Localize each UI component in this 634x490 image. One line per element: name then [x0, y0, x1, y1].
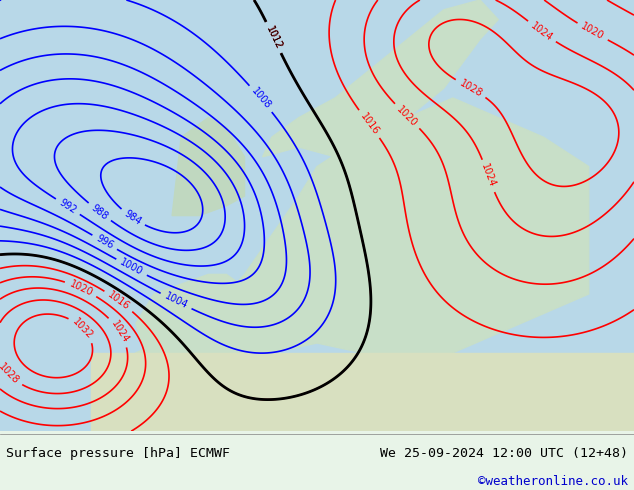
Text: 996: 996 — [94, 233, 115, 251]
Text: 1024: 1024 — [109, 318, 131, 345]
Polygon shape — [118, 98, 589, 392]
Text: 1020: 1020 — [395, 104, 419, 128]
Text: 1008: 1008 — [249, 86, 273, 111]
Text: 988: 988 — [89, 202, 110, 221]
Text: 1004: 1004 — [163, 291, 189, 311]
Text: ©weatheronline.co.uk: ©weatheronline.co.uk — [477, 475, 628, 488]
Text: 1016: 1016 — [106, 290, 132, 312]
Polygon shape — [91, 353, 634, 431]
Text: 984: 984 — [122, 208, 143, 227]
Polygon shape — [262, 0, 498, 157]
Text: Surface pressure [hPa] ECMWF: Surface pressure [hPa] ECMWF — [6, 447, 230, 460]
Text: 1032: 1032 — [70, 316, 95, 341]
Text: 992: 992 — [57, 197, 79, 216]
Polygon shape — [136, 274, 262, 363]
Text: 1000: 1000 — [119, 257, 145, 277]
Text: We 25-09-2024 12:00 UTC (12+48): We 25-09-2024 12:00 UTC (12+48) — [380, 447, 628, 460]
Text: 1012: 1012 — [264, 24, 283, 51]
Text: 1028: 1028 — [0, 362, 21, 387]
Text: 1020: 1020 — [579, 22, 605, 42]
Text: 1028: 1028 — [458, 78, 484, 99]
Polygon shape — [0, 0, 634, 431]
Text: 1024: 1024 — [529, 21, 555, 43]
Text: 1024: 1024 — [479, 163, 497, 189]
Text: 1016: 1016 — [358, 111, 380, 137]
Text: 1012: 1012 — [264, 24, 283, 51]
Polygon shape — [172, 118, 245, 216]
Text: 1020: 1020 — [68, 279, 94, 298]
